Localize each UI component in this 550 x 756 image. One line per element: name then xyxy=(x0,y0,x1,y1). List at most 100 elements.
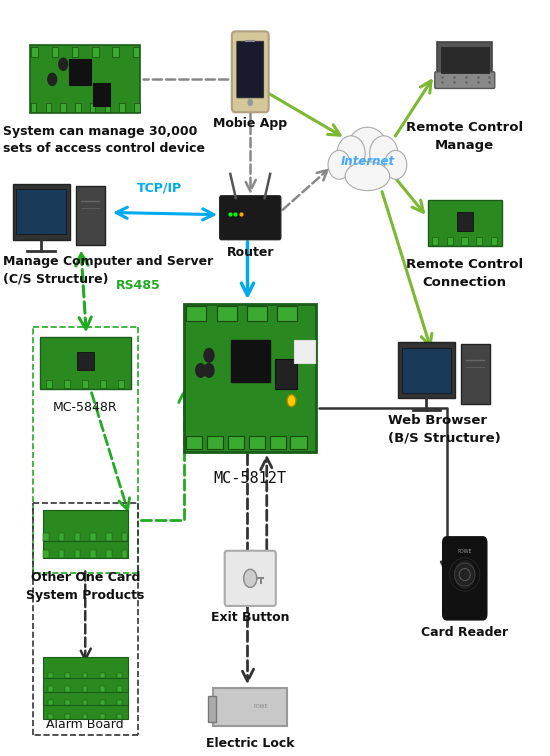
FancyBboxPatch shape xyxy=(432,237,438,245)
Circle shape xyxy=(59,58,68,70)
FancyBboxPatch shape xyxy=(117,714,122,719)
FancyBboxPatch shape xyxy=(249,435,265,449)
FancyBboxPatch shape xyxy=(100,700,104,705)
FancyBboxPatch shape xyxy=(290,435,307,449)
Ellipse shape xyxy=(328,150,350,179)
Circle shape xyxy=(204,364,214,377)
FancyBboxPatch shape xyxy=(231,340,270,382)
FancyBboxPatch shape xyxy=(43,534,48,541)
FancyBboxPatch shape xyxy=(447,237,453,245)
Text: POWE: POWE xyxy=(458,549,472,554)
FancyBboxPatch shape xyxy=(69,58,91,85)
Text: Card Reader: Card Reader xyxy=(421,626,508,639)
FancyBboxPatch shape xyxy=(402,348,451,393)
FancyBboxPatch shape xyxy=(92,47,98,57)
FancyBboxPatch shape xyxy=(100,673,104,678)
FancyBboxPatch shape xyxy=(65,673,70,678)
FancyBboxPatch shape xyxy=(456,212,473,231)
Circle shape xyxy=(455,561,475,588)
Text: Manage Computer and Server
(C/S Structure): Manage Computer and Server (C/S Structur… xyxy=(3,255,213,286)
Text: Internet: Internet xyxy=(340,154,394,168)
FancyBboxPatch shape xyxy=(65,700,70,705)
FancyBboxPatch shape xyxy=(59,550,64,558)
Text: MC-5812T: MC-5812T xyxy=(214,470,287,485)
Ellipse shape xyxy=(370,136,398,171)
FancyBboxPatch shape xyxy=(134,103,140,112)
FancyBboxPatch shape xyxy=(46,380,52,388)
FancyBboxPatch shape xyxy=(104,103,110,112)
Circle shape xyxy=(48,73,57,85)
FancyBboxPatch shape xyxy=(270,435,286,449)
FancyBboxPatch shape xyxy=(122,550,127,558)
FancyBboxPatch shape xyxy=(247,305,267,321)
FancyBboxPatch shape xyxy=(207,435,223,449)
FancyBboxPatch shape xyxy=(13,184,70,240)
FancyBboxPatch shape xyxy=(294,340,315,363)
FancyBboxPatch shape xyxy=(398,342,455,398)
Text: Other One Card
System Products: Other One Card System Products xyxy=(26,571,145,602)
Text: POWE: POWE xyxy=(254,705,268,709)
Text: RS485: RS485 xyxy=(116,279,160,292)
FancyBboxPatch shape xyxy=(232,32,269,112)
FancyBboxPatch shape xyxy=(82,686,87,692)
Text: Exit Button: Exit Button xyxy=(211,611,289,624)
FancyBboxPatch shape xyxy=(48,700,53,705)
Text: Electric Lock: Electric Lock xyxy=(206,737,294,750)
Circle shape xyxy=(196,364,206,377)
Ellipse shape xyxy=(347,127,388,172)
FancyBboxPatch shape xyxy=(90,534,96,541)
Circle shape xyxy=(287,395,296,407)
FancyBboxPatch shape xyxy=(82,673,87,678)
Ellipse shape xyxy=(337,136,365,171)
FancyBboxPatch shape xyxy=(217,305,236,321)
Circle shape xyxy=(204,349,214,362)
FancyBboxPatch shape xyxy=(43,697,128,719)
FancyBboxPatch shape xyxy=(213,688,287,726)
FancyBboxPatch shape xyxy=(461,345,490,404)
FancyBboxPatch shape xyxy=(428,200,502,246)
FancyBboxPatch shape xyxy=(82,380,88,388)
FancyBboxPatch shape xyxy=(208,696,216,722)
Text: sets of access control device: sets of access control device xyxy=(3,142,205,155)
FancyBboxPatch shape xyxy=(64,380,70,388)
FancyBboxPatch shape xyxy=(118,380,124,388)
FancyBboxPatch shape xyxy=(112,47,119,57)
FancyBboxPatch shape xyxy=(90,550,96,558)
FancyBboxPatch shape xyxy=(186,435,202,449)
FancyBboxPatch shape xyxy=(434,72,495,88)
FancyBboxPatch shape xyxy=(40,337,131,389)
FancyBboxPatch shape xyxy=(43,526,128,558)
FancyBboxPatch shape xyxy=(82,714,87,719)
FancyBboxPatch shape xyxy=(43,510,128,541)
Circle shape xyxy=(248,100,252,106)
FancyBboxPatch shape xyxy=(77,352,94,370)
FancyBboxPatch shape xyxy=(52,47,58,57)
FancyBboxPatch shape xyxy=(106,534,112,541)
Text: Alarm Board: Alarm Board xyxy=(46,718,124,731)
FancyBboxPatch shape xyxy=(75,550,80,558)
FancyBboxPatch shape xyxy=(31,103,36,112)
FancyBboxPatch shape xyxy=(59,534,64,541)
FancyBboxPatch shape xyxy=(461,237,468,245)
Text: MC-5848R: MC-5848R xyxy=(53,401,118,414)
FancyBboxPatch shape xyxy=(106,550,112,558)
FancyBboxPatch shape xyxy=(100,714,104,719)
FancyBboxPatch shape xyxy=(46,103,51,112)
FancyBboxPatch shape xyxy=(60,103,66,112)
FancyBboxPatch shape xyxy=(48,686,53,692)
FancyBboxPatch shape xyxy=(48,714,53,719)
FancyBboxPatch shape xyxy=(491,237,497,245)
FancyBboxPatch shape xyxy=(122,534,127,541)
FancyBboxPatch shape xyxy=(75,103,81,112)
FancyBboxPatch shape xyxy=(476,237,482,245)
FancyBboxPatch shape xyxy=(133,47,139,57)
FancyBboxPatch shape xyxy=(184,305,316,452)
FancyBboxPatch shape xyxy=(225,551,276,606)
FancyBboxPatch shape xyxy=(90,103,95,112)
FancyBboxPatch shape xyxy=(117,673,122,678)
FancyBboxPatch shape xyxy=(437,42,492,78)
FancyBboxPatch shape xyxy=(441,48,488,73)
FancyBboxPatch shape xyxy=(228,435,244,449)
Text: Remote Control
Connection: Remote Control Connection xyxy=(406,258,523,289)
FancyBboxPatch shape xyxy=(43,671,128,692)
